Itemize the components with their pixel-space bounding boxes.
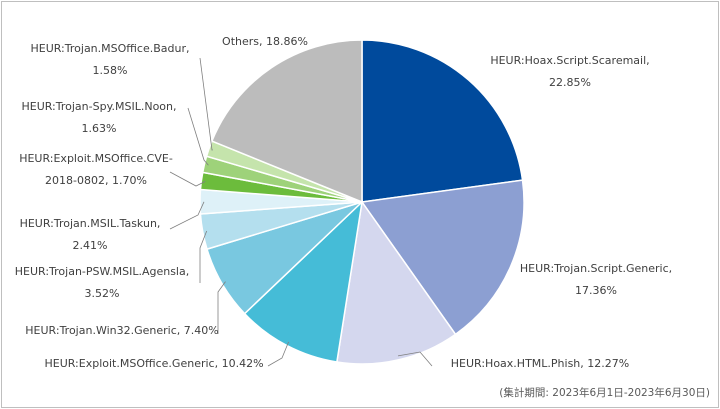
leader-line-heur-exploit-msoffice-cve-2018-0802 — [169, 171, 206, 187]
leader-line-heur-trojan-msil-taskun — [169, 201, 205, 230]
slice-label-heur-trojan-psw-msil-agensla: HEUR:Trojan-PSW.MSIL.Agensla, 3.52% — [15, 265, 189, 300]
leader-line-heur-hoax-html-phish — [397, 351, 433, 367]
pie-slice-heur-hoax-html-phish — [336, 200, 457, 365]
leader-line-heur-trojan-win32-generic — [217, 281, 226, 334]
slice-label-heur-trojan-win32-generic: HEUR:Trojan.Win32.Generic, 7.40% — [25, 324, 218, 337]
slice-label-heur-exploit-msoffice-cve-2018-0802: HEUR:Exploit.MSOffice.CVE-2018-0802, 1.7… — [19, 152, 173, 187]
leader-line-heur-trojan-psw-msil-agensla — [199, 230, 208, 283]
pie-slice-others — [210, 39, 363, 204]
slice-label-others: Others, 18.86% — [222, 35, 308, 48]
slice-label-heur-trojan-msil-taskun: HEUR:Trojan.MSIL.Taskun, 2.41% — [20, 217, 161, 252]
pie-slice-heur-hoax-script-scaremail — [361, 39, 524, 203]
leader-line-heur-exploit-msoffice-generic — [267, 341, 289, 367]
slice-label-heur-hoax-script-scaremail: HEUR:Hoax.Script.Scaremail, 22.85% — [490, 54, 649, 89]
period-footnote: (集計期間: 2023年6月1日-2023年6月30日) — [499, 386, 710, 399]
pie-slice-heur-trojan-script-generic — [360, 179, 525, 336]
slice-label-heur-trojan-spy-msil-noon: HEUR:Trojan-Spy.MSIL.Noon, 1.63% — [21, 100, 176, 135]
slice-label-heur-hoax-html-phish: HEUR:Hoax.HTML.Phish, 12.27% — [451, 357, 629, 370]
slice-label-heur-trojan-msoffice-badur: HEUR:Trojan.MSOffice.Badur, 1.58% — [30, 42, 189, 77]
leader-line-heur-trojan-msoffice-badur — [199, 57, 213, 151]
leader-line-heur-trojan-spy-msil-noon — [187, 107, 209, 166]
slice-label-heur-trojan-script-generic: HEUR:Trojan.Script.Generic, 17.36% — [520, 262, 672, 297]
slice-label-heur-exploit-msoffice-generic: HEUR:Exploit.MSOffice.Generic, 10.42% — [44, 357, 263, 370]
